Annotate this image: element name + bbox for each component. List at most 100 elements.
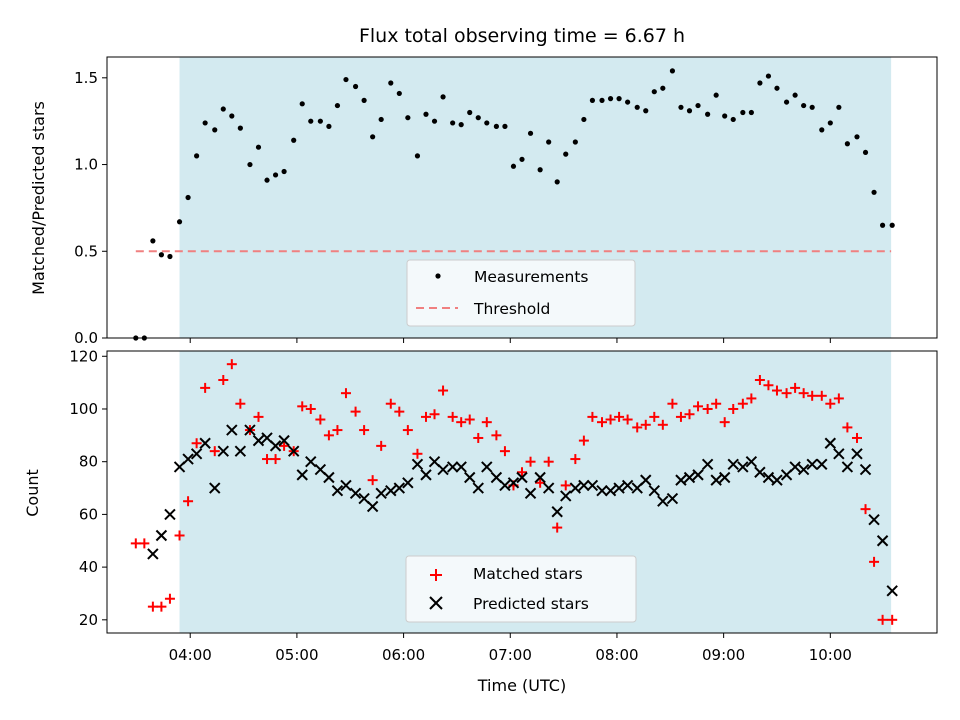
predicted-star-point	[868, 513, 880, 526]
predicted-star-point	[455, 461, 467, 473]
measurement-point	[686, 108, 693, 114]
predicted-star-point	[155, 529, 168, 542]
legend-predicted-marker	[429, 596, 443, 610]
predicted-star-point	[851, 448, 863, 460]
matched-star-point	[297, 401, 308, 412]
predicted-star-point	[524, 487, 537, 500]
measurement-point	[572, 139, 578, 145]
predicted-star-point	[516, 471, 528, 484]
bottom-legend: Matched stars Predicted stars	[405, 555, 637, 623]
predicted-star-point	[816, 458, 828, 471]
matched-star-point	[323, 430, 334, 441]
predicted-star-point	[349, 487, 362, 500]
measurement-point	[836, 104, 842, 110]
matched-star-point	[860, 504, 871, 515]
predicted-star-point	[411, 458, 424, 471]
matched-star-point	[719, 417, 730, 428]
matched-star-point	[359, 425, 370, 436]
matched-star-point	[183, 496, 194, 507]
predicted-star-point	[586, 479, 599, 492]
top-y-tick-label: 0.5	[74, 242, 98, 260]
predicted-star-point	[621, 479, 634, 492]
measurement-point	[237, 125, 243, 131]
measurement-point	[458, 122, 464, 128]
matched-star-point	[763, 380, 774, 391]
matched-star-point	[781, 388, 792, 399]
matched-star-point	[200, 382, 211, 393]
predicted-star-point	[305, 455, 317, 468]
measurement-point	[405, 115, 411, 121]
measurement-point	[352, 83, 359, 90]
predicted-star-point	[199, 437, 211, 449]
bottom-legend-box	[405, 555, 637, 623]
predicted-star-point	[859, 463, 872, 476]
measurement-point	[819, 127, 825, 133]
predicted-star-point	[841, 461, 854, 473]
predicted-star-point	[190, 448, 203, 460]
matched-star-point	[825, 398, 836, 409]
matched-star-point	[702, 403, 713, 414]
measurement-point	[537, 167, 543, 173]
predicted-star-point	[551, 506, 563, 518]
predicted-star-point	[754, 466, 766, 478]
matched-star-point	[402, 425, 413, 436]
measurement-point	[651, 89, 657, 95]
matched-star-point	[535, 477, 546, 488]
measurement-point	[589, 97, 596, 103]
measurement-point	[299, 101, 305, 107]
predicted-star-point	[727, 458, 739, 471]
matched-star-point	[147, 601, 158, 612]
matched-star-point	[771, 385, 782, 396]
measurement-point	[361, 97, 367, 103]
matched-star-point	[675, 411, 686, 422]
measurement-point	[272, 172, 279, 178]
predicted-star-point	[657, 495, 669, 507]
measurement-point	[212, 127, 218, 133]
bottom-y-tick-label: 40	[79, 558, 98, 576]
measurement-point	[291, 137, 297, 143]
predicted-star-point	[578, 479, 590, 492]
matched-star-point	[649, 411, 660, 422]
matched-star-point	[887, 614, 898, 625]
measurement-point	[414, 153, 421, 159]
measurement-point	[792, 92, 798, 98]
measurement-point	[607, 96, 614, 102]
matched-star-point	[543, 456, 554, 467]
matched-star-point	[693, 401, 704, 412]
x-axis-label: Time (UTC)	[477, 676, 566, 695]
measurement-point	[740, 109, 746, 116]
predicted-star-point	[542, 482, 555, 494]
legend-matched-label: Matched stars	[473, 565, 583, 583]
measurement-point	[450, 120, 456, 126]
measurement-point	[879, 222, 886, 228]
matched-star-point	[367, 475, 378, 486]
measurement-point	[334, 102, 341, 109]
matched-star-point	[456, 417, 467, 428]
predicted-star-point	[472, 482, 484, 494]
predicted-star-point	[278, 434, 290, 447]
matched-star-point	[139, 538, 150, 549]
measurement-point	[669, 68, 676, 74]
predicted-star-point	[182, 453, 194, 465]
predicted-star-point	[648, 484, 660, 497]
x-tick-label: 10:00	[809, 646, 852, 664]
predicted-star-point	[331, 484, 344, 497]
measurement-point	[176, 219, 183, 225]
top-y-tick-label: 1.0	[74, 156, 98, 174]
matched-star-point	[156, 601, 167, 612]
matched-star-point	[833, 393, 844, 404]
matched-star-point	[807, 390, 818, 401]
matched-star-point	[130, 538, 141, 549]
predicted-star-point	[252, 434, 265, 447]
predicted-star-point	[762, 471, 775, 484]
legend-measurements-label: Measurements	[474, 268, 589, 286]
measurement-point	[423, 111, 429, 117]
predicted-star-point	[824, 437, 837, 449]
matched-star-point	[798, 388, 809, 399]
matched-star-point	[429, 409, 440, 420]
predicted-star-point	[534, 471, 546, 484]
predicted-star-point	[886, 585, 898, 597]
predicted-star-point	[771, 474, 783, 486]
measurement-point	[748, 109, 754, 116]
predicted-star-point	[481, 461, 493, 473]
